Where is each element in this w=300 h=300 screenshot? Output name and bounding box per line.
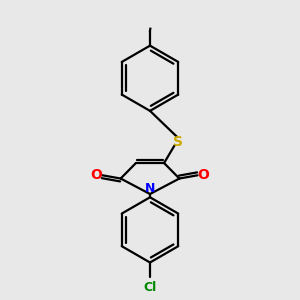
- Text: O: O: [197, 168, 209, 182]
- Text: S: S: [173, 134, 183, 148]
- Text: Cl: Cl: [143, 281, 157, 294]
- Text: N: N: [145, 182, 155, 195]
- Text: O: O: [91, 168, 103, 182]
